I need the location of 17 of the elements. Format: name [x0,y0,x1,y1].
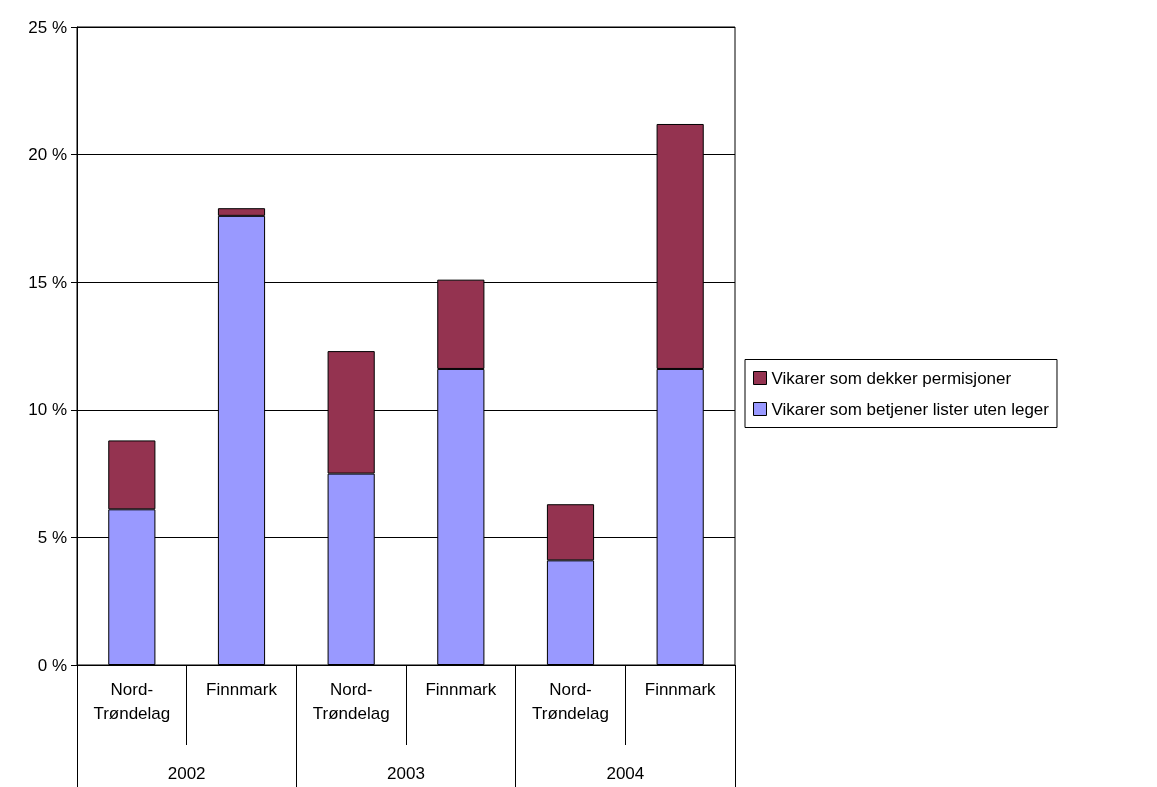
x-tick-label: Nord-Trøndelag [93,679,171,723]
text: 2002 [167,764,206,783]
text: 2003 [387,764,425,783]
x-tick-label: Finnmark [425,679,497,699]
y-tick-label: 0 % [37,655,67,675]
x-tick-label: Nord-Trøndelag [312,679,390,723]
y-tick-label: 25 % [28,17,67,37]
y-tick-label: 10 % [28,400,67,420]
text: 2004 [606,764,645,783]
y-tick-label: 5 % [37,527,67,547]
legend-label: Vikarer som betjener lister uten leger [771,399,1050,419]
x-tick-label: Nord-Trøndelag [532,679,609,723]
x-tick-label: Finnmark [644,679,717,699]
y-tick-label: 20 % [28,145,67,165]
y-tick-label: 15 % [28,272,67,292]
legend-label: Vikarer som dekker permisjoner [771,368,1012,388]
x-tick-label: Finnmark [206,679,278,699]
